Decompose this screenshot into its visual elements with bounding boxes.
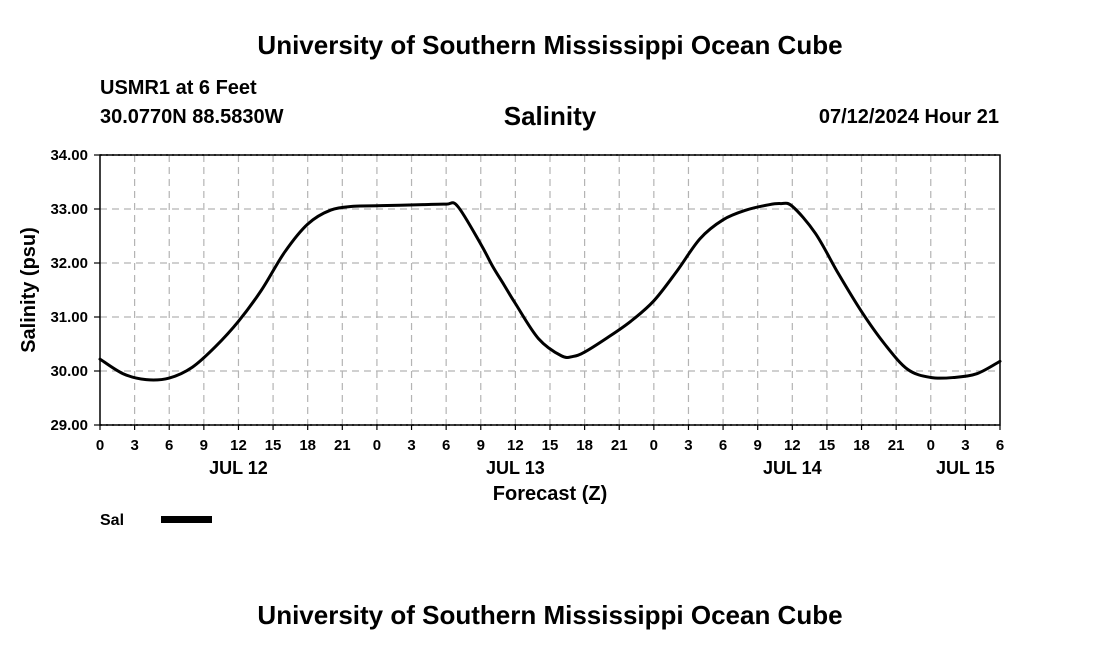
x-tick-label: 6 bbox=[996, 437, 1004, 454]
x-tick-label: 0 bbox=[650, 437, 658, 454]
x-tick-label: 15 bbox=[542, 437, 559, 454]
x-tick-label: 15 bbox=[819, 437, 836, 454]
y-tick-label: 30.00 bbox=[50, 363, 88, 380]
x-tick-label: 12 bbox=[784, 437, 801, 454]
date-label: JUL 15 bbox=[936, 458, 995, 478]
x-tick-label: 3 bbox=[130, 437, 138, 454]
x-tick-label: 0 bbox=[96, 437, 104, 454]
series-layer bbox=[98, 201, 1002, 382]
grid bbox=[100, 154, 1000, 426]
timestamp-label: 07/12/2024 Hour 21 bbox=[818, 106, 999, 128]
x-tick-label: 0 bbox=[927, 437, 935, 454]
x-tick-label: 3 bbox=[684, 437, 692, 454]
y-tick-label: 34.00 bbox=[50, 147, 88, 164]
date-label: JUL 14 bbox=[763, 458, 822, 478]
page-title: University of Southern Mississippi Ocean… bbox=[257, 30, 843, 60]
x-tick-label: 12 bbox=[230, 437, 247, 454]
date-labels: JUL 12 JUL 13 JUL 14 JUL 15 bbox=[209, 458, 995, 478]
date-label: JUL 13 bbox=[486, 458, 545, 478]
y-axis-label: Salinity (psu) bbox=[18, 227, 40, 353]
x-tick-label: 21 bbox=[888, 437, 905, 454]
x-tick-label: 21 bbox=[334, 437, 351, 454]
x-tick-label: 9 bbox=[754, 437, 762, 454]
x-axis-label: Forecast (Z) bbox=[493, 483, 607, 505]
x-tick-label: 6 bbox=[719, 437, 727, 454]
x-tick-label: 18 bbox=[299, 437, 316, 454]
x-tick-label: 9 bbox=[200, 437, 208, 454]
series-line-sal bbox=[98, 201, 1002, 382]
x-tick-label: 21 bbox=[611, 437, 628, 454]
x-tick-label: 9 bbox=[477, 437, 485, 454]
y-axis: 29.00 30.00 31.00 32.00 33.00 34.00 bbox=[50, 147, 100, 434]
x-tick-label: 6 bbox=[165, 437, 173, 454]
x-tick-label: 18 bbox=[576, 437, 593, 454]
x-axis: 0 3 6 9 12 15 18 21 0 3 6 9 12 15 18 21 0 3 6 9 12 15 18 21 0 3 6 bbox=[96, 425, 1004, 454]
y-tick-label: 32.00 bbox=[50, 255, 88, 272]
x-tick-label: 18 bbox=[853, 437, 870, 454]
y-tick-label: 29.00 bbox=[50, 417, 88, 434]
footer-title: University of Southern Mississippi Ocean… bbox=[257, 600, 843, 630]
x-tick-label: 3 bbox=[407, 437, 415, 454]
legend-label: Sal bbox=[100, 512, 124, 529]
station-label: USMR1 at 6 Feet bbox=[100, 77, 257, 99]
y-tick-label: 31.00 bbox=[50, 309, 88, 326]
y-tick-label: 33.00 bbox=[50, 201, 88, 218]
x-tick-label: 3 bbox=[961, 437, 969, 454]
date-label: JUL 12 bbox=[209, 458, 268, 478]
x-tick-label: 0 bbox=[373, 437, 381, 454]
x-tick-label: 12 bbox=[507, 437, 524, 454]
coordinates-label: 30.0770N 88.5830W bbox=[100, 106, 284, 128]
x-tick-label: 15 bbox=[265, 437, 282, 454]
x-tick-label: 6 bbox=[442, 437, 450, 454]
chart-title: Salinity bbox=[503, 101, 597, 131]
legend-swatch bbox=[161, 516, 212, 523]
